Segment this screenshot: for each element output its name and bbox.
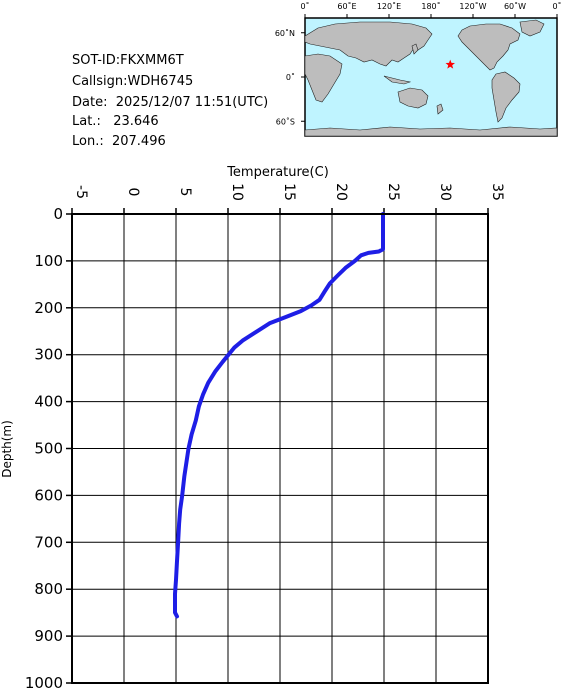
plot-frame bbox=[71, 213, 489, 684]
x-tick-label: 25 bbox=[385, 183, 401, 201]
map-lon-label: 0˚ bbox=[300, 1, 309, 11]
location-map: 0˚ 60˚E 120˚E 180˚ 120˚W 60˚W 0˚ 60˚N 0˚ 60˚S bbox=[275, 1, 562, 137]
map-land bbox=[304, 19, 558, 137]
temperature-profile-line bbox=[173, 212, 385, 619]
sot-id-label: SOT-ID:FKXMM6T bbox=[72, 53, 184, 68]
x-tick-label: 20 bbox=[333, 183, 349, 201]
x-tick-label: 35 bbox=[489, 183, 505, 201]
x-tick-label: 5 bbox=[177, 188, 193, 197]
y-tick-label: 900 bbox=[34, 627, 63, 645]
land-antarctica bbox=[304, 126, 558, 137]
y-tick-label: 500 bbox=[34, 440, 63, 458]
chart-grid bbox=[71, 213, 489, 684]
map-lon-label: 120˚E bbox=[377, 1, 401, 11]
land-japan bbox=[411, 43, 419, 55]
x-tick-label: 30 bbox=[437, 183, 453, 201]
y-tick-label: 800 bbox=[34, 580, 63, 598]
y-tick-label: 1000 bbox=[25, 674, 63, 690]
map-lat-label: 60˚N bbox=[275, 28, 295, 38]
chart-series bbox=[173, 212, 385, 619]
date-label: Date: 2025/12/07 11:51(UTC) bbox=[72, 95, 269, 110]
map-lon-label: 60˚W bbox=[504, 1, 526, 11]
map-lon-label: 60˚E bbox=[337, 1, 356, 11]
longitude-label: Lon.: 207.496 bbox=[72, 134, 166, 149]
x-axis-title: Temperature(C) bbox=[226, 165, 329, 180]
land-south-america bbox=[491, 71, 521, 123]
y-tick-label: 600 bbox=[34, 486, 63, 504]
map-lat-label: 60˚S bbox=[276, 116, 295, 126]
land-africa bbox=[304, 53, 343, 103]
latitude-label: Lat.: 23.646 bbox=[72, 114, 159, 129]
x-tick-label: 0 bbox=[125, 188, 141, 197]
y-tick-label: 0 bbox=[53, 205, 63, 223]
land-eurasia bbox=[304, 21, 433, 67]
x-tick-label: -5 bbox=[73, 185, 89, 199]
map-marker-layer bbox=[445, 59, 455, 69]
x-tick-label: 10 bbox=[229, 183, 245, 201]
land-north-america bbox=[457, 23, 521, 71]
y-tick-label: 100 bbox=[34, 252, 63, 270]
map-lon-label: 0˚ bbox=[552, 1, 561, 11]
map-lon-label: 180˚ bbox=[421, 1, 440, 11]
y-tick-label: 300 bbox=[34, 346, 63, 364]
y-tick-label: 400 bbox=[34, 393, 63, 411]
y-tick-label: 200 bbox=[34, 299, 63, 317]
map-lon-label: 120˚W bbox=[459, 1, 486, 11]
map-lat-label: 0˚ bbox=[286, 72, 295, 82]
red-star-icon bbox=[445, 59, 455, 69]
y-axis-title: Depth(m) bbox=[0, 420, 14, 478]
callsign-label: Callsign:WDH6745 bbox=[72, 74, 194, 89]
chart-ticks: -5 0 5 10 15 20 25 30 35 0 100 200 300 400 500 600 700 80… bbox=[25, 183, 505, 690]
land-indonesia bbox=[383, 75, 412, 85]
land-greenland bbox=[519, 19, 545, 37]
x-tick-label: 15 bbox=[281, 183, 297, 201]
y-tick-label: 700 bbox=[34, 533, 63, 551]
land-new-zealand bbox=[436, 103, 444, 115]
land-australia bbox=[397, 87, 429, 109]
